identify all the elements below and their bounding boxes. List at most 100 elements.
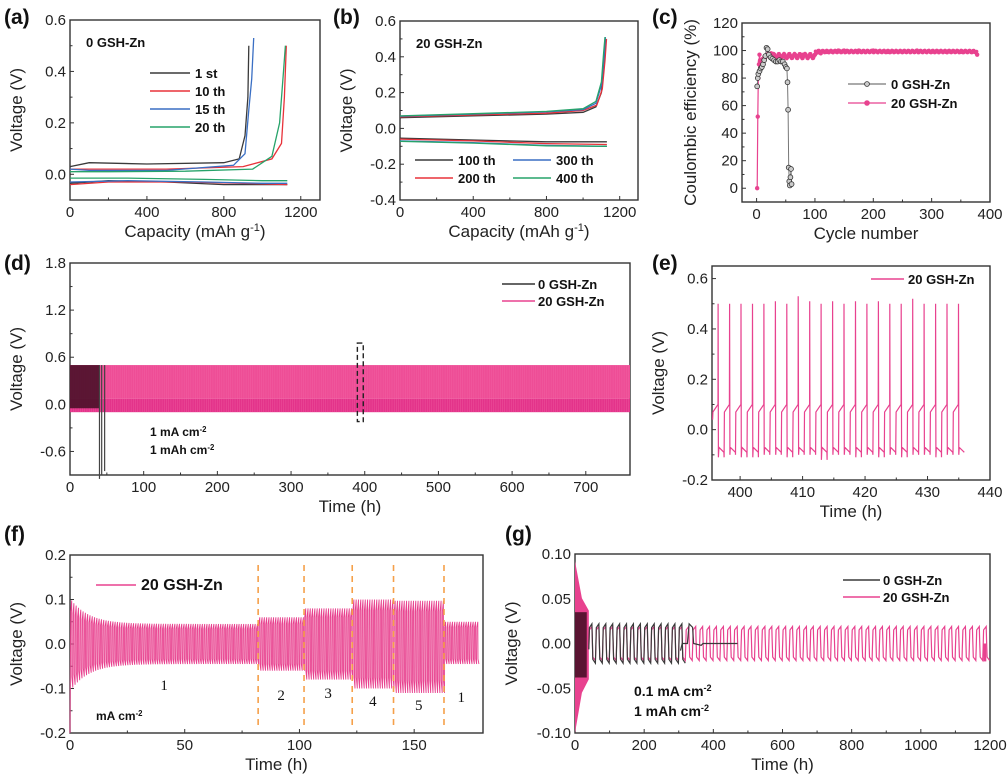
x-tick-label: 0: [396, 204, 404, 221]
data-point-20-gsh-zn: [929, 49, 934, 55]
y-tick-label: 0.2: [45, 547, 66, 564]
x-axis-label: Cycle number: [814, 224, 919, 243]
x-tick-label: 420: [853, 484, 878, 501]
y-tick-label: -0.1: [40, 681, 66, 698]
data-point-20-gsh-zn: [757, 52, 762, 57]
y-tick-label: 0.2: [687, 371, 708, 388]
x-tick-label: 300: [919, 206, 944, 223]
x-tick-label: 200: [205, 479, 230, 496]
legend-label: 20 GSH-Zn: [883, 590, 950, 605]
data-point-20-gsh-zn: [789, 55, 794, 60]
legend-label: 1 st: [195, 66, 218, 81]
panel-c: 0 100 200 300 400 0 20 40 60 80 100 120 Cycle number…: [652, 6, 1003, 243]
y-axis-label: Voltage (V): [649, 331, 668, 415]
superscript: -2: [200, 425, 208, 434]
data-point-20-gsh-zn: [801, 52, 806, 57]
panel-label: (f): [4, 523, 25, 546]
x-tick-label: 0: [66, 737, 74, 754]
y-tick-label: 0.0: [45, 396, 66, 413]
panel-title: 0 GSH-Zn: [86, 35, 145, 50]
rate-segment-label: 1: [160, 678, 168, 694]
series-charge-line: [399, 38, 608, 118]
x-tick-label: 100: [802, 206, 827, 223]
rate-segment-label: 2: [277, 688, 285, 704]
legend-label: 20 th: [195, 120, 225, 135]
data-point-0-gsh-zn: [764, 46, 771, 52]
text-span: Time (h): [245, 755, 308, 774]
panel-label: (a): [4, 6, 30, 29]
current-density-annotation: 0.1 mA cm-2: [634, 683, 712, 699]
failure-trace-0-gsh-zn: [679, 622, 738, 651]
data-point-20-gsh-zn: [824, 49, 829, 55]
y-tick-label: 0.2: [375, 85, 396, 102]
text-span: Capacity (mAh g: [124, 222, 250, 241]
y-tick-label: 0.00: [542, 636, 571, 653]
y-tick-label: -0.2: [370, 156, 396, 173]
y-tick-label: 40: [721, 125, 738, 142]
x-axis-label: Capacity (mAh g-1): [124, 222, 265, 241]
data-point-20-gsh-zn: [958, 49, 964, 55]
y-tick-label: -0.05: [537, 680, 571, 697]
legend-label: 20 GSH-Zn: [538, 294, 605, 309]
y-tick-label: -0.10: [537, 725, 571, 742]
y-tick-label: 1.8: [45, 255, 66, 272]
data-point-20-gsh-zn: [836, 48, 841, 53]
x-tick-label: 700: [573, 479, 598, 496]
series-line-0-gsh-zn: [588, 621, 686, 666]
x-tick-label: 1200: [284, 204, 317, 221]
legend-label: 10 th: [195, 84, 225, 99]
data-point-20-gsh-zn: [812, 52, 818, 57]
axes-frame: [741, 22, 991, 203]
text-span: Cycle number: [814, 224, 919, 243]
x-tick-label: 150: [402, 737, 427, 754]
panel-label: (d): [4, 252, 31, 275]
y-axis-label: Voltage (V): [7, 68, 26, 152]
y-tick-label: 0.6: [687, 271, 708, 288]
x-tick-label: 50: [176, 737, 193, 754]
y-tick-label: -0.2: [40, 725, 66, 742]
series-discharge-line: [70, 177, 288, 182]
x-axis-label: Time (h): [820, 502, 883, 521]
y-tick-label: 0.6: [375, 13, 396, 30]
x-tick-label: 400: [352, 479, 377, 496]
data-point-20-gsh-zn: [771, 52, 777, 57]
zoom-region-box: [356, 342, 364, 423]
unit-annotation: mA cm-2: [96, 709, 143, 724]
y-tick-label: 0.10: [542, 546, 571, 563]
superscript: -2: [701, 703, 709, 713]
panel-g: 0 200 400 600 800 1000 1200 -0.10 -0.05 0.00 0.05 0…: [502, 523, 1007, 774]
superscript: -2: [704, 683, 712, 693]
panel-d: 0 100 200 300 400 500 600 700 -0.6 0.0 0.6 1.2 1.8 Ti…: [4, 252, 631, 516]
x-tick-label: 600: [770, 737, 795, 754]
superscript: -2: [207, 443, 215, 452]
areal-capacity-annotation: 1 mAh cm-2: [150, 443, 215, 458]
legend-label: 0 GSH-Zn: [883, 573, 942, 588]
y-tick-label: 0: [730, 180, 738, 197]
x-tick-label: 1000: [904, 737, 937, 754]
panel-title: 20 GSH-Zn: [416, 36, 483, 51]
x-tick-label: 0: [66, 204, 74, 221]
data-point-20-gsh-zn: [806, 53, 812, 59]
data-point-0-gsh-zn: [785, 106, 791, 113]
x-tick-label: 800: [839, 737, 864, 754]
x-tick-label: 100: [131, 479, 156, 496]
legend-label: 20 GSH-Zn: [891, 96, 958, 111]
x-axis-label: Time (h): [245, 755, 308, 774]
x-tick-label: 400: [461, 204, 486, 221]
x-axis-label: Time (h): [319, 497, 382, 516]
x-tick-label: 0: [66, 479, 74, 496]
x-tick-label: 1200: [973, 737, 1006, 754]
y-tick-label: 20: [721, 153, 738, 170]
rate-segment-label: 5: [415, 698, 423, 714]
data-point-0-gsh-zn: [788, 166, 794, 172]
text-span: ): [584, 222, 590, 241]
legend-label: 15 th: [195, 102, 225, 117]
series-discharge-line: [399, 138, 607, 146]
panel-label: (c): [652, 6, 678, 29]
panel-e: 400 410 420 430 440 -0.2 0.0 0.2 0.4 0.6 Time (h) V…: [649, 252, 1003, 521]
legend-marker: [864, 100, 870, 106]
data-point-20-gsh-zn: [970, 49, 975, 55]
y-tick-label: 0.0: [45, 636, 66, 653]
y-tick-label: 0.05: [542, 591, 571, 608]
text-span: 1 mAh cm: [634, 703, 701, 719]
